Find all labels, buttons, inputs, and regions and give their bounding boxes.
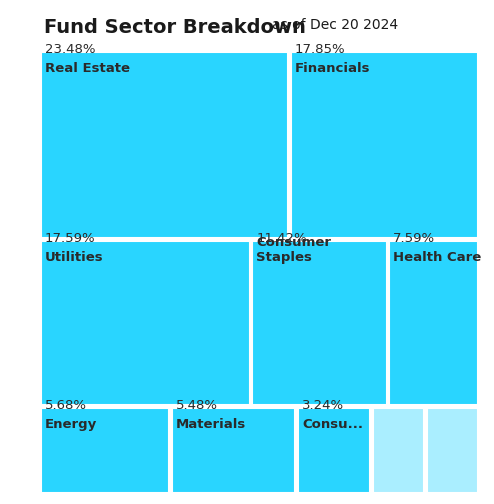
Bar (41, 408, 169, 492)
Bar (373, 408, 424, 492)
Bar (41, 241, 249, 405)
Bar (298, 408, 370, 492)
Text: 23.48%: 23.48% (45, 43, 95, 56)
Bar (290, 52, 478, 238)
Text: 5.48%: 5.48% (176, 400, 218, 412)
Bar (427, 408, 478, 492)
Text: 17.85%: 17.85% (294, 43, 345, 56)
Text: as of Dec 20 2024: as of Dec 20 2024 (272, 18, 398, 32)
Text: Utilities: Utilities (45, 251, 103, 264)
Text: Financials: Financials (294, 62, 370, 75)
Text: Health Care: Health Care (393, 251, 482, 264)
Bar (252, 241, 387, 405)
Text: Consu...: Consu... (302, 418, 363, 431)
Bar (389, 241, 478, 405)
Bar (172, 408, 295, 492)
Text: 17.59%: 17.59% (45, 232, 95, 245)
Text: Consumer
Staples: Consumer Staples (256, 236, 331, 264)
Text: Energy: Energy (45, 418, 97, 431)
Text: Real Estate: Real Estate (45, 62, 130, 75)
Text: 11.42%: 11.42% (256, 232, 307, 245)
Bar (41, 52, 288, 238)
Text: 3.24%: 3.24% (302, 400, 344, 412)
Text: Fund Sector Breakdown: Fund Sector Breakdown (44, 18, 306, 37)
Text: 7.59%: 7.59% (393, 232, 435, 245)
Text: Materials: Materials (176, 418, 246, 431)
Text: 5.68%: 5.68% (45, 400, 87, 412)
